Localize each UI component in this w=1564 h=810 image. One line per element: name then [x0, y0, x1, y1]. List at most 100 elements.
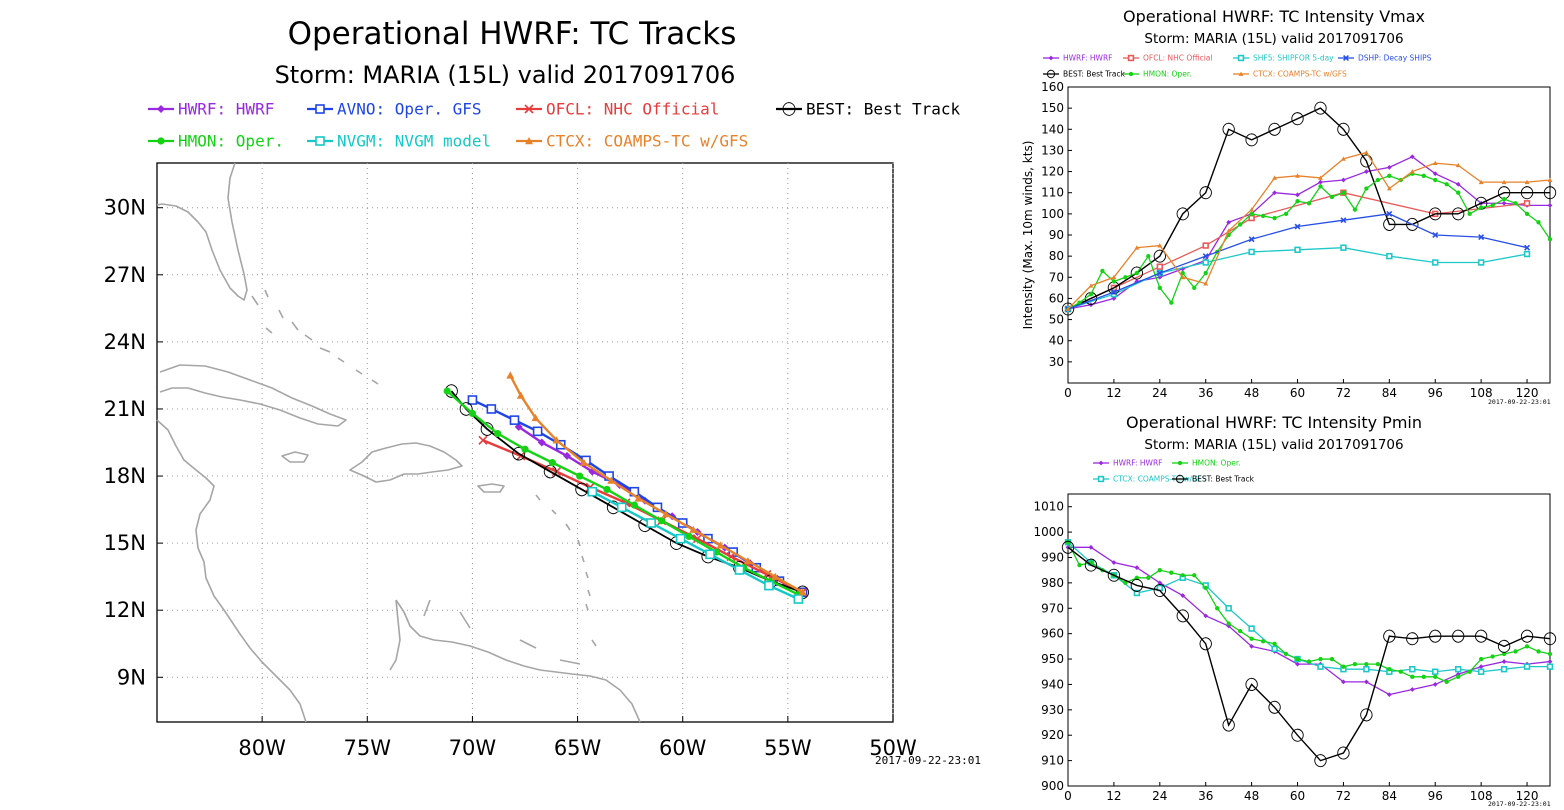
track-point-ctcx-coamps-tc-w-gfs: [506, 371, 515, 379]
series-point-2-hmon-oper: [1375, 661, 1381, 667]
series-point-1-hmon-oper: [1536, 220, 1541, 225]
series-point-1-hmon-oper: [1467, 211, 1472, 217]
series-point-2-hmon-oper: [1226, 621, 1231, 626]
legend-marker-best-best-track: [1175, 474, 1185, 484]
series-point-1-hwrf-hwrf: [1363, 169, 1369, 174]
map-ytick-label-9n: 9N: [117, 665, 146, 689]
legend-marker-ctcx-coamps-tc-w-gfs: [1097, 475, 1105, 483]
series-point-2-hwrf-hwrf: [1478, 664, 1484, 670]
series-point-1-hmon-oper: [1387, 173, 1392, 178]
vmax-ylabel: Intensity (Max. 10m winds, kts): [1021, 141, 1035, 330]
series-point-1-hmon-oper: [1123, 275, 1128, 280]
series-point-2-best-best-track: [1474, 629, 1488, 643]
legend-label-ctcx-coamps-tc-w-gfs: CTCX: COAMPS-TC w/GFS: [546, 132, 748, 151]
series-point-1-shf5-shipfor-5-day: [1386, 252, 1393, 260]
series-point-1-best-best-track: [1245, 133, 1258, 147]
series-point-1-ctcx-coamps-tc-w-gfs: [1157, 243, 1163, 248]
series-point-1-best-best-track: [1153, 249, 1166, 263]
xtick-label-2-12: 12: [1106, 789, 1121, 803]
series-point-1-hmon-oper: [1433, 177, 1438, 183]
track-map-timestamp: 2017-09-22-23:01: [875, 754, 981, 767]
xtick-label-1-48: 48: [1244, 386, 1259, 400]
map-ytick-label-24n: 24N: [104, 330, 146, 354]
series-point-2-hmon-oper: [1260, 639, 1266, 644]
xtick-label-1-60: 60: [1290, 386, 1305, 400]
series-point-1-hmon-oper: [1146, 253, 1151, 259]
legend-marker-best-best-track: [782, 102, 796, 116]
series-line-2-best-best-track: [1067, 546, 1551, 762]
series-point-1-ctcx-coamps-tc-w-gfs: [1478, 179, 1484, 185]
series-line-1-hwrf-hwrf: [1067, 156, 1550, 310]
series-point-1-hmon-oper: [1490, 203, 1495, 208]
track-point-hmon-oper: [468, 409, 477, 418]
ytick-label-1-60: 60: [1049, 291, 1064, 305]
series-point-2-hwrf-hwrf: [1363, 679, 1369, 685]
legend-marker-hmon-oper: [1128, 71, 1134, 77]
series-point-2-best-best-track: [1107, 568, 1121, 582]
series-point-1-hmon-oper: [1456, 190, 1461, 195]
pmin-axes: 0 12 24 36 48 60 72 84 96 108 120 900 910 920 930 940 95…: [1033, 500, 1538, 803]
legend-label-hmon-oper: HMON: Oper.: [1192, 459, 1241, 468]
series-point-1-best-best-track: [1383, 217, 1396, 231]
series-point-1-dshp-decay-ships: [1156, 270, 1163, 277]
xtick-label-1-24: 24: [1152, 386, 1167, 400]
track-point-nvgm-nvgm-model: [734, 565, 745, 575]
series-point-1-hmon-oper: [1421, 173, 1426, 178]
series-point-2-hmon-oper: [1547, 651, 1553, 657]
series-point-1-hwrf-hwrf: [1501, 200, 1507, 206]
series-point-2-best-best-track: [1314, 754, 1327, 768]
series-point-1-hmon-oper: [1306, 201, 1312, 206]
series-point-1-shf5-shipfor-5-day: [1248, 248, 1255, 256]
ytick-label-1-70: 70: [1049, 270, 1064, 284]
legend-marker-hwrf-hwrf: [1098, 460, 1104, 466]
series-point-2-hwrf-hwrf: [1157, 580, 1163, 586]
series-point-1-best-best-track: [1337, 122, 1350, 136]
track-point-nvgm-nvgm-model: [705, 549, 715, 560]
map-xtick-label-50w: 50W: [869, 736, 917, 760]
series-point-1-ctcx-coamps-tc-w-gfs: [1134, 245, 1140, 250]
ytick-label-2-1010: 1010: [1033, 500, 1064, 514]
series-point-1-hmon-oper: [1088, 292, 1094, 297]
series-point-1-hwrf-hwrf: [1547, 203, 1553, 208]
series-point-1-dshp-decay-ships: [1386, 210, 1393, 217]
series-point-1-hmon-oper: [1513, 201, 1518, 206]
map-grid: [157, 163, 894, 722]
series-point-2-hmon-oper: [1123, 580, 1128, 586]
track-point-nvgm-nvgm-model: [646, 518, 656, 528]
map-ytick-label-21n: 21N: [104, 397, 146, 421]
xtick-label-1-36: 36: [1198, 386, 1213, 400]
series-point-2-best-best-track: [1497, 639, 1511, 653]
series-point-1-ofcl-nhc-official: [1202, 242, 1209, 249]
ytick-label-2-930: 930: [1041, 703, 1064, 717]
series-point-2-hmon-oper: [1283, 651, 1289, 657]
pmin-subtitle: Storm: MARIA (15L) valid 2017091706: [1144, 437, 1403, 453]
vmax-series: [1061, 101, 1557, 316]
series-point-2-hmon-oper: [1501, 651, 1507, 657]
series-point-2-hwrf-hwrf: [1386, 692, 1392, 697]
series-point-1-shf5-shipfor-5-day: [1477, 259, 1485, 266]
legend-label-dshp-decay-ships: DSHP: Decay SHIPS: [1358, 54, 1432, 63]
series-point-2-hwrf-hwrf: [1295, 661, 1300, 667]
series-point-1-ctcx-coamps-tc-w-gfs: [1455, 162, 1461, 168]
series-point-2-hmon-oper: [1146, 575, 1151, 580]
track-point-ctcx-coamps-tc-w-gfs: [661, 510, 670, 518]
track-point-hmon-oper: [443, 387, 451, 395]
series-point-2-hmon-oper: [1341, 664, 1346, 669]
series-point-2-hwrf-hwrf: [1134, 565, 1140, 571]
series-point-2-hmon-oper: [1387, 667, 1392, 672]
track-point-hwrf-hwrf: [537, 438, 546, 447]
series-point-2-ctcx-coamps-tc-w-gfs: [1271, 645, 1278, 653]
track-point-ctcx-coamps-tc-w-gfs: [634, 494, 643, 502]
series-point-2-best-best-track: [1360, 708, 1373, 722]
map-ytick-label-30n: 30N: [104, 196, 146, 220]
series-point-1-hmon-oper: [1111, 279, 1117, 284]
series-point-1-ctcx-coamps-tc-w-gfs: [1501, 179, 1507, 185]
track-point-nvgm-nvgm-model: [616, 502, 627, 513]
legend-marker-shf5-shipfor-5-day: [1237, 54, 1245, 62]
series-point-1-hmon-oper: [1295, 199, 1300, 204]
series-point-1-ctcx-coamps-tc-w-gfs: [1272, 175, 1277, 180]
ytick-label-1-140: 140: [1041, 122, 1064, 136]
legend-label-best-best-track: BEST: Best Track: [1063, 70, 1126, 79]
track-point-hmon-oper: [548, 459, 556, 467]
track-line-hmon-oper: [446, 390, 799, 596]
